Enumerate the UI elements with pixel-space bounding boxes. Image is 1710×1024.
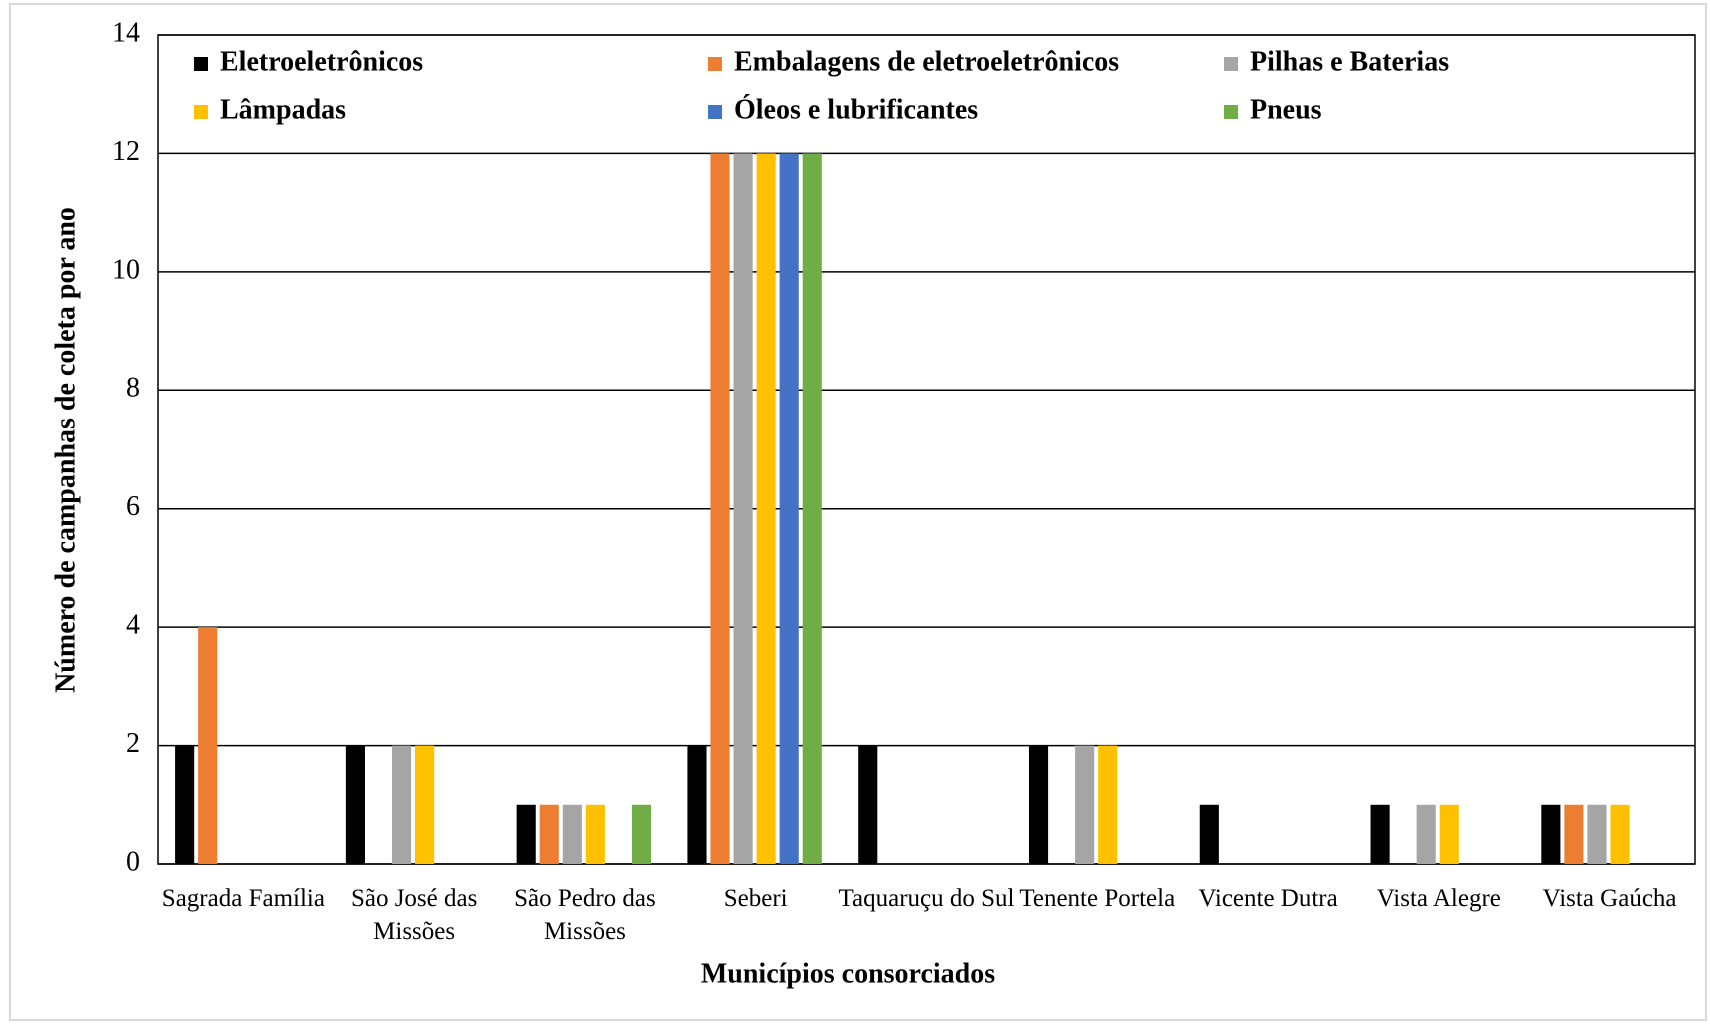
x-tick-label: Vista Alegre [1376,885,1501,912]
bar [585,804,605,864]
x-tick-label: São Pedro das Missões [514,885,656,945]
bar [345,745,365,864]
x-tick-label: São José das Missões [350,885,478,945]
bar [756,153,776,864]
bar [1541,804,1561,864]
bar [1028,745,1049,864]
bar [391,745,412,864]
bar [539,804,559,864]
x-tick-label: Vista Gaúcha [1542,885,1677,912]
legend-label: Eletroeletrônicos [220,46,423,77]
bar [733,153,753,864]
legend-swatch [708,105,722,119]
legend-swatch [194,57,208,71]
bar [175,745,195,864]
y-tick-label: 6 [126,491,140,522]
x-tick-label: Sagrada Família [161,885,325,912]
bar [858,745,878,864]
legend-swatch [1224,57,1238,71]
legend-swatch [194,105,208,119]
y-tick-label: 10 [112,254,140,285]
y-tick-label: 14 [112,17,140,48]
legend-background [160,37,1693,151]
bar [415,745,435,864]
bar [687,745,707,864]
x-axis-label: Municípios consorciados [701,958,995,989]
bar [631,804,652,864]
y-tick-label: 0 [126,846,140,877]
plot-border [157,34,1696,865]
bar [1199,804,1219,864]
bar [1610,804,1630,864]
y-tick-label: 12 [112,136,140,167]
bar [1439,804,1459,864]
y-axis-label: Número de campanhas de coleta por ano [50,207,81,693]
legend-label: Embalagens de eletroeletrônicos [734,46,1119,77]
legend-label: Pilhas e Baterias [1250,46,1449,77]
x-tick-label: Vicente Dutra [1198,885,1338,912]
chart-border [9,3,1707,1021]
bar [562,804,582,864]
legend-label: Óleos e lubrificantes [734,94,978,125]
bar [779,153,799,864]
bar [1370,804,1390,864]
x-tick-label: Tenente Portela [1019,885,1176,912]
legend-swatch [708,57,722,71]
x-tick-label: Seberi [723,885,788,912]
bar [1098,745,1118,864]
x-tick-label: Taquaruçu do Sul [838,885,1015,912]
bar [198,627,218,864]
legend-label: Lâmpadas [220,94,346,125]
legend-label: Pneus [1250,94,1322,125]
bar [516,804,536,864]
bar [1587,804,1607,864]
legend-swatch [1224,105,1238,119]
bar [710,153,730,864]
bar [802,153,822,864]
bar [1075,745,1095,864]
y-tick-label: 2 [126,728,140,759]
bar [1564,804,1584,864]
y-tick-label: 4 [126,610,140,641]
bar [1416,804,1436,864]
y-tick-label: 8 [126,373,140,404]
